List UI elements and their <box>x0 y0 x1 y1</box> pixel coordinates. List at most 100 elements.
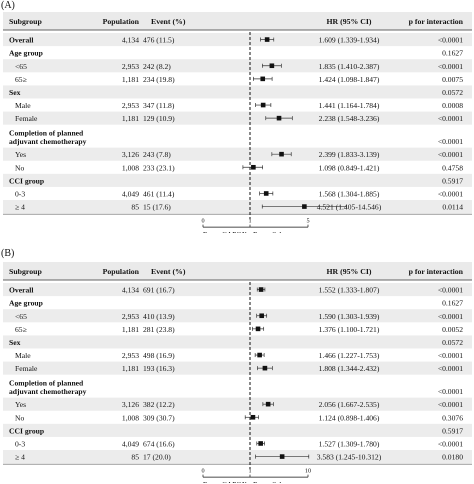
forest-plot-b: Subgroup Population Event (%) HR (95% CI) p … <box>3 262 472 483</box>
row-band <box>3 361 472 375</box>
row-hr-text: 1.424 (1.098-1.847) <box>319 75 380 84</box>
row-p-value: <0.0001 <box>438 351 463 360</box>
row-hr-text: 1.527 (1.309-1.780) <box>319 440 380 449</box>
x-tick-label: 0 <box>201 218 204 225</box>
hr-point <box>257 352 262 358</box>
header-band <box>3 262 472 280</box>
favor-s1-label: Favor S-1 <box>253 480 283 483</box>
row-band <box>3 200 472 214</box>
header-hr: HR (95% CI) <box>326 267 371 276</box>
row-p-value: 0.0180 <box>442 453 463 462</box>
row-event: 498 (16.9) <box>143 351 175 360</box>
row-hr-text: 1.376 (1.100-1.721) <box>319 325 380 334</box>
row-p-value: 0.0572 <box>442 338 463 347</box>
row-event: 129 (10.9) <box>143 114 175 123</box>
forest-plot-a: Subgroup Population Event (%) HR (95% CI) p … <box>3 12 472 233</box>
row-label-line2: adjuvant chemotherapy <box>9 387 87 396</box>
hr-point <box>264 37 270 42</box>
row-label: CCI group <box>9 176 44 185</box>
header-event: Event (%) <box>151 267 186 276</box>
hr-point <box>251 164 256 170</box>
row-hr-text: 2.056 (1.667-2.535) <box>319 400 380 409</box>
row-p-value: <0.0001 <box>438 190 463 199</box>
row-band <box>3 450 472 464</box>
row-event: 674 (16.6) <box>143 440 175 449</box>
header-p: p for interaction <box>409 17 464 26</box>
x-tick-label: 1 <box>248 468 251 475</box>
hr-point <box>262 365 268 371</box>
x-tick-label: 0 <box>201 468 204 475</box>
row-p-value: 0.4758 <box>442 163 463 172</box>
row-label: <65 <box>15 312 27 321</box>
row-hr-text: 1.590 (1.303-1.939) <box>319 312 380 321</box>
row-label: Yes <box>15 400 26 409</box>
row-label: ≥ 4 <box>15 453 25 462</box>
row-label: 0-3 <box>15 190 25 199</box>
row-label: Male <box>15 101 31 110</box>
row-label: Female <box>15 364 38 373</box>
row-hr-text: 1.552 (1.333-1.807) <box>319 286 380 295</box>
row-p-value: 0.0008 <box>442 101 463 110</box>
row-population: 85 <box>131 203 139 212</box>
row-p-value: 0.0572 <box>442 88 463 97</box>
forest-plot-a-svg: Subgroup Population Event (%) HR (95% CI) p … <box>3 12 472 233</box>
x-tick-label: 1 <box>248 218 251 225</box>
row-event: 461 (11.4) <box>143 190 175 199</box>
row-band <box>3 59 472 73</box>
row-event: 242 (8.2) <box>143 62 171 71</box>
row-p-value: 0.0075 <box>442 75 463 84</box>
row-label: Sex <box>9 338 21 347</box>
row-p-value: <0.0001 <box>438 137 463 146</box>
panel-a-label: (A) <box>1 0 15 11</box>
favor-capox-label: Favor CAPOX <box>203 480 248 483</box>
row-event: 243 (7.8) <box>143 150 171 159</box>
hr-point <box>279 454 285 459</box>
row-hr-text: 2.238 (1.548-3.236) <box>319 114 380 123</box>
row-p-value: <0.0001 <box>438 114 463 123</box>
row-hr-text: 3.583 (1.245-10.312) <box>317 453 382 462</box>
row-event: 410 (13.9) <box>143 312 175 321</box>
row-label: No <box>15 413 24 422</box>
row-label: Completion of planned <box>9 129 84 138</box>
row-p-value: 0.5917 <box>442 426 463 435</box>
row-hr-text: 1.568 (1.304-1.885) <box>319 190 380 199</box>
row-band <box>3 33 472 47</box>
favor-s1-label: Favor S-1 <box>253 230 283 233</box>
header-band <box>3 12 472 30</box>
row-population: 1,181 <box>122 364 139 373</box>
row-p-value: <0.0001 <box>438 36 463 45</box>
row-label: No <box>15 163 24 172</box>
row-band <box>3 147 472 161</box>
row-p-value: <0.0001 <box>438 364 463 373</box>
row-event: 347 (11.8) <box>143 101 175 110</box>
row-label: Overall <box>9 286 33 295</box>
row-event: 691 (16.7) <box>143 286 175 295</box>
row-event: 309 (30.7) <box>143 413 175 422</box>
row-population: 2,953 <box>122 312 139 321</box>
x-tick-label: 5 <box>306 218 309 225</box>
row-label: Age group <box>9 49 43 58</box>
hr-point <box>259 313 264 319</box>
row-hr-text: 1.835 (1.410-2.387) <box>319 62 380 71</box>
row-p-value: <0.0001 <box>438 400 463 409</box>
row-p-value: <0.0001 <box>438 387 463 396</box>
row-event: 233 (23.1) <box>143 163 175 172</box>
row-band <box>3 423 472 437</box>
row-hr-text: 1.098 (0.849-1.421) <box>319 163 380 172</box>
row-population: 1,181 <box>122 114 139 123</box>
row-event: 476 (11.5) <box>143 36 175 45</box>
row-p-value: 0.0052 <box>442 325 463 334</box>
hr-point <box>258 287 264 292</box>
row-population: 4,134 <box>122 286 139 295</box>
row-event: 193 (16.3) <box>143 364 175 373</box>
row-population: 3,126 <box>122 150 139 159</box>
hr-point <box>302 204 307 209</box>
x-tick-label: 10 <box>305 468 311 475</box>
row-event: 15 (17.6) <box>143 203 171 212</box>
header-population: Population <box>103 267 140 276</box>
row-hr-text: 1.441 (1.164-1.784) <box>319 101 380 110</box>
row-population: 1,181 <box>122 75 139 84</box>
row-population: 2,953 <box>122 62 139 71</box>
row-label: Sex <box>9 88 21 97</box>
header-hr: HR (95% CI) <box>326 17 371 26</box>
